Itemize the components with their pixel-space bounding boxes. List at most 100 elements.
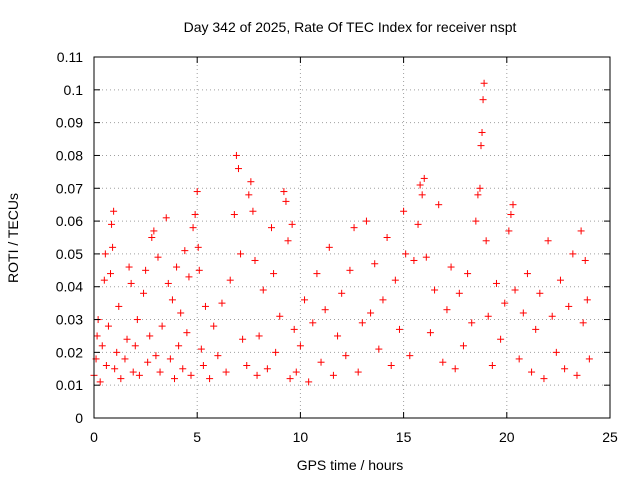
y-tick-label: 0 (75, 410, 83, 426)
data-point (109, 243, 117, 251)
y-tick-label: 0.11 (57, 49, 83, 65)
data-point (346, 266, 354, 274)
data-point (488, 361, 496, 369)
data-point (317, 358, 325, 366)
data-point (334, 332, 342, 340)
data-point (544, 237, 552, 245)
data-point (375, 345, 383, 353)
data-point (243, 361, 251, 369)
data-point (245, 191, 253, 199)
data-point (168, 296, 176, 304)
data-point (515, 355, 523, 363)
y-axis-label: ROTI / TECUs (5, 193, 21, 283)
y-tick-label: 0.04 (56, 279, 83, 295)
data-point (416, 181, 424, 189)
data-point (474, 191, 482, 199)
data-point (581, 256, 589, 264)
data-point (129, 368, 137, 376)
data-points (90, 79, 593, 386)
data-point (579, 319, 587, 327)
data-point (111, 365, 119, 373)
data-point (239, 335, 247, 343)
data-point (497, 335, 505, 343)
data-point (230, 211, 238, 219)
data-point (142, 266, 150, 274)
data-point (455, 289, 463, 297)
data-point (383, 234, 391, 241)
data-point (146, 332, 154, 340)
data-point (573, 371, 581, 379)
data-point (418, 191, 426, 199)
data-point (158, 322, 166, 330)
data-point (362, 217, 370, 225)
data-point (173, 263, 181, 271)
data-point (414, 220, 422, 228)
data-point (501, 299, 509, 307)
data-point (565, 302, 573, 310)
data-point (115, 302, 123, 310)
data-point (410, 256, 418, 264)
data-point (276, 312, 284, 320)
data-point (110, 207, 118, 215)
data-point (247, 178, 255, 186)
data-point (232, 151, 240, 159)
data-point (206, 375, 214, 383)
data-point (222, 368, 230, 376)
data-point (253, 371, 261, 379)
data-point (140, 289, 148, 297)
data-point (218, 299, 226, 307)
data-point (189, 224, 197, 232)
data-point (511, 286, 519, 294)
data-point (477, 142, 485, 150)
data-point (125, 263, 133, 271)
data-point (505, 227, 513, 235)
data-point (133, 316, 141, 324)
data-point (102, 361, 110, 369)
y-tick-label: 0.08 (56, 147, 83, 163)
data-point (268, 224, 276, 232)
data-point (472, 217, 480, 225)
data-point (96, 378, 104, 386)
data-point (354, 368, 362, 376)
data-point (583, 296, 591, 304)
data-point (194, 243, 202, 251)
data-point (288, 220, 296, 228)
chart-title: Day 342 of 2025, Rate Of TEC Index for r… (184, 19, 517, 35)
data-point (476, 184, 484, 192)
data-point (201, 302, 209, 310)
x-tick-labels: 0 5 10 15 20 25 (90, 429, 618, 445)
data-point (329, 371, 337, 379)
y-tick-label: 0.03 (56, 312, 83, 328)
data-point (435, 201, 443, 209)
x-tick-label: 20 (499, 429, 515, 445)
data-point (156, 368, 164, 376)
data-point (459, 342, 467, 350)
data-point (272, 348, 280, 356)
data-point (426, 329, 434, 337)
data-point (577, 227, 585, 235)
x-tick-label: 5 (193, 429, 201, 445)
data-point (400, 207, 408, 215)
data-point (479, 96, 487, 104)
data-point (117, 375, 125, 383)
data-point (251, 256, 259, 264)
data-point (175, 342, 183, 350)
data-point (309, 319, 317, 327)
data-point (195, 266, 203, 274)
data-point (179, 365, 187, 373)
data-point (185, 273, 193, 281)
axis-ticks (93, 56, 611, 419)
data-point (338, 289, 346, 297)
data-point (183, 329, 191, 337)
y-tick-label: 0.05 (56, 246, 83, 262)
data-point (214, 352, 222, 360)
data-point (468, 319, 476, 327)
y-tick-label: 0.01 (56, 377, 83, 393)
data-point (532, 325, 540, 333)
data-point (98, 342, 106, 350)
data-point (234, 165, 242, 173)
y-tick-label: 0.07 (56, 180, 83, 196)
data-point (342, 352, 350, 360)
x-tick-label: 15 (396, 429, 412, 445)
data-point (270, 270, 278, 278)
